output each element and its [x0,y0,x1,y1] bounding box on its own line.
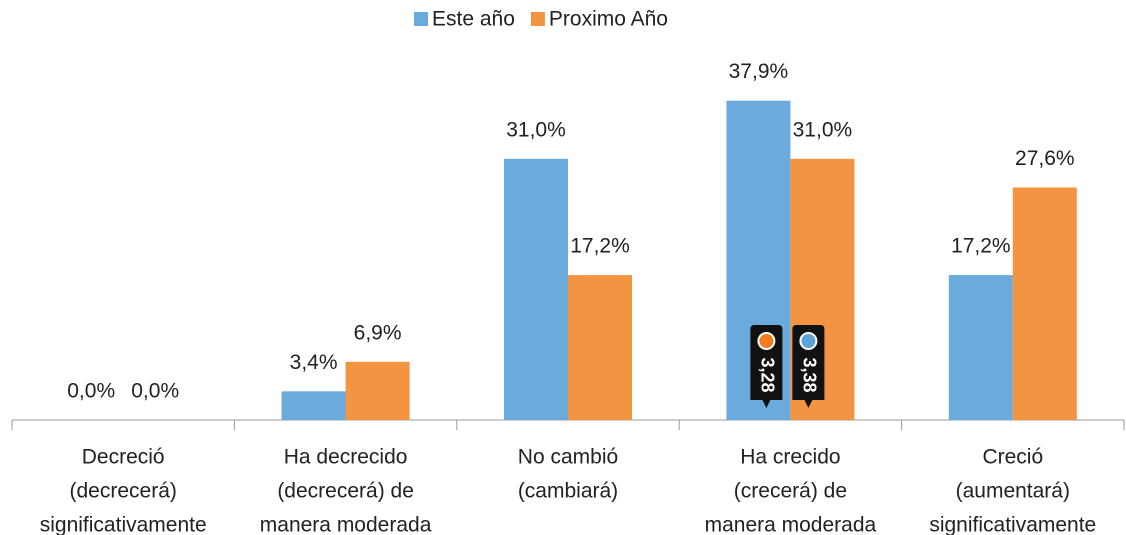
x-tick-label: Decreció [82,446,165,469]
x-tick-label: (decrecerá) [70,480,177,503]
value-label: 0,0% [67,380,115,403]
bar [568,275,632,420]
x-tick-label: significativamente [40,514,207,535]
value-label: 17,2% [951,235,1011,258]
x-tick-label: Ha decrecido [284,446,408,469]
annotation-tag [792,325,825,408]
legend-swatch [414,12,428,26]
legend-label: Este año [432,8,515,31]
annotation-text: 3,28 [758,357,778,392]
legend-swatch [530,12,545,26]
x-tick-label: Ha crecido [740,446,840,469]
bar [1012,187,1077,420]
value-label: 31,0% [506,118,566,141]
bar [948,275,1013,420]
value-label: 17,2% [570,235,630,258]
x-tick-label: manera moderada [705,514,877,535]
bar [504,158,568,420]
x-tick-label: manera moderada [260,514,432,535]
bar [345,361,410,420]
x-tick-label: (crecerá) de [734,480,847,503]
value-label: 31,0% [793,118,853,141]
x-tick-label: significativamente [929,514,1096,535]
legend-label: Proximo Año [549,8,668,31]
x-tick-label: (aumentará) [956,480,1070,503]
value-label: 37,9% [729,60,789,83]
annotation-text: 3,38 [800,357,820,392]
annotation-dot [757,332,776,350]
x-tick-label: (cambiará) [518,480,618,503]
x-tick-label: (decrecerá) de [277,480,414,503]
bar [281,391,346,420]
value-label: 0,0% [131,380,179,403]
x-tick-label: No cambió [518,446,618,469]
annotation-dot [799,332,818,350]
x-tick-label: Creció [982,446,1043,469]
value-label: 3,4% [290,351,338,374]
value-label: 6,9% [354,321,402,344]
annotation-tag [750,325,783,408]
value-label: 27,6% [1015,147,1075,170]
